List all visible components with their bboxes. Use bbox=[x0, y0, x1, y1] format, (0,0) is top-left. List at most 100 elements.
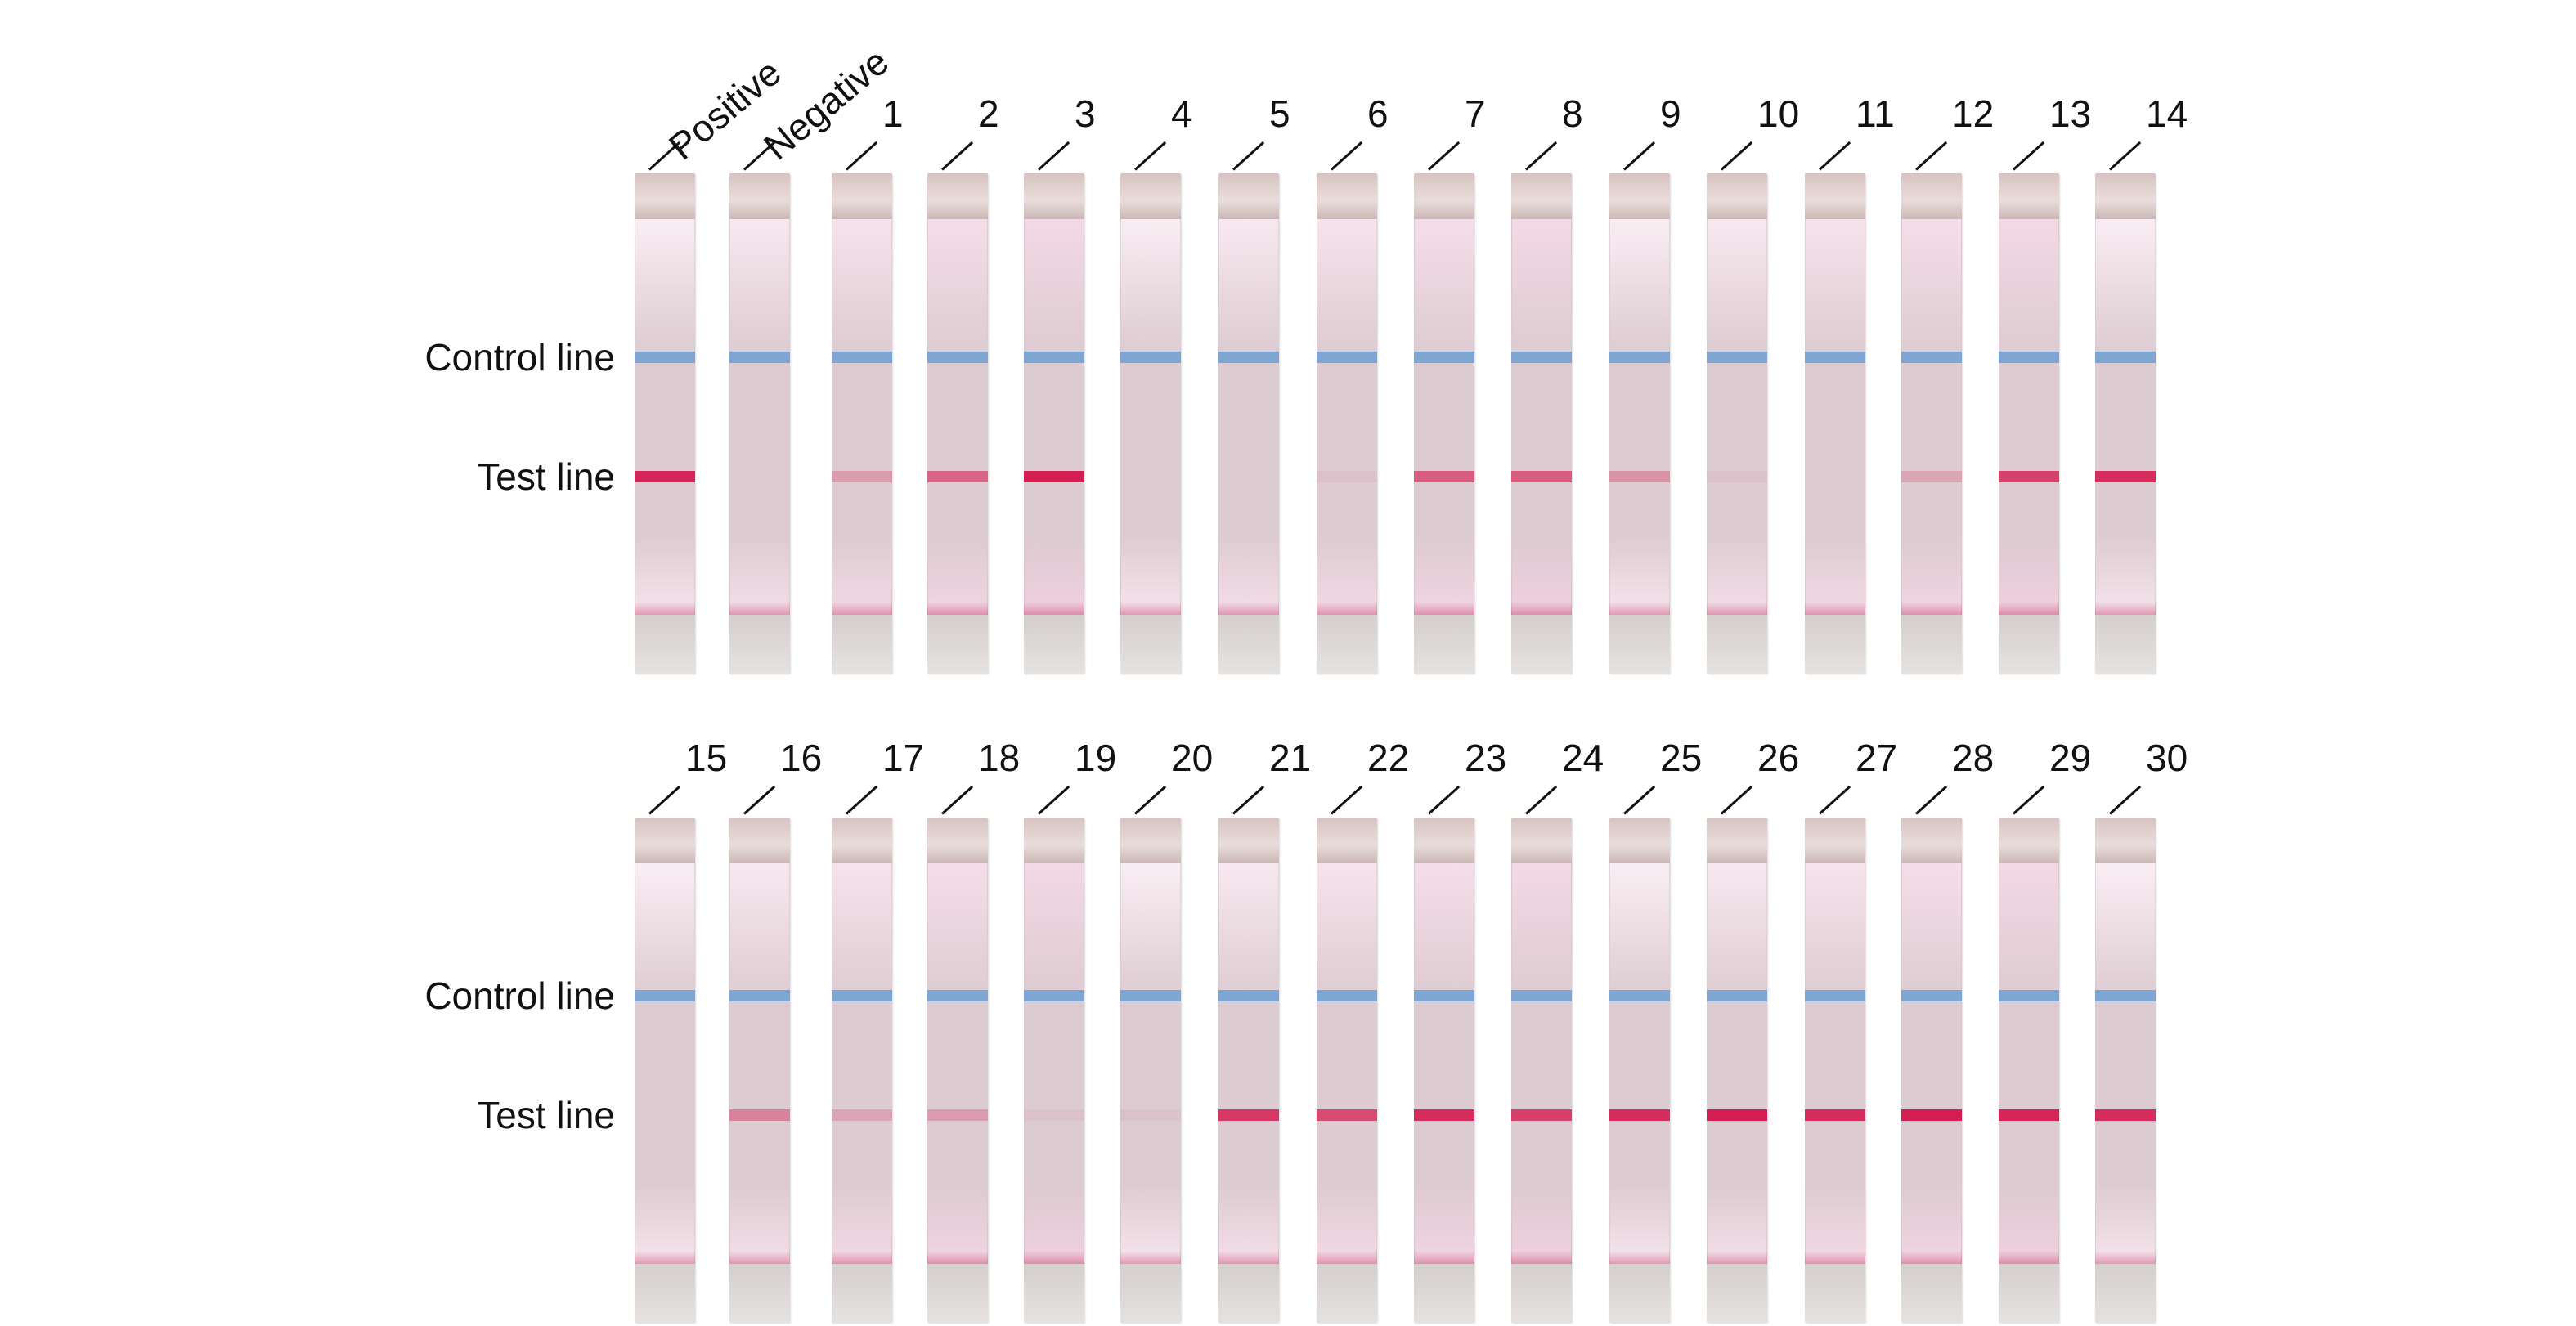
test-band bbox=[1805, 471, 1865, 482]
label-leader-line bbox=[743, 141, 776, 171]
membrane bbox=[1414, 219, 1474, 615]
strip-body bbox=[1999, 173, 2059, 674]
test-band bbox=[1218, 471, 1279, 482]
absorbent-pad bbox=[927, 615, 988, 674]
absorbent-front bbox=[832, 1251, 892, 1264]
control-band bbox=[1901, 352, 1962, 363]
label-leader-line bbox=[2108, 785, 2142, 815]
test-band bbox=[832, 471, 892, 482]
test-line-label: Test line bbox=[477, 1094, 615, 1136]
membrane bbox=[927, 863, 988, 1264]
absorbent-front bbox=[2095, 602, 2156, 615]
control-band bbox=[1218, 990, 1279, 1001]
sample-pad bbox=[2095, 818, 2156, 863]
strip-body bbox=[1511, 818, 1572, 1323]
label-leader-line bbox=[1622, 785, 1656, 815]
label-leader-line bbox=[1330, 785, 1363, 815]
strip-body bbox=[832, 173, 892, 674]
membrane bbox=[1511, 219, 1572, 615]
strip-label: 16 bbox=[780, 737, 823, 779]
absorbent-pad bbox=[1317, 1264, 1377, 1323]
absorbent-front bbox=[1120, 1251, 1181, 1264]
absorbent-pad bbox=[1317, 615, 1377, 674]
control-band bbox=[832, 352, 892, 363]
membrane bbox=[1999, 863, 2059, 1264]
label-leader-line bbox=[1818, 785, 1851, 815]
strip-body bbox=[1609, 173, 1670, 674]
sample-pad bbox=[635, 173, 695, 219]
label-leader-line bbox=[1037, 141, 1070, 171]
absorbent-pad bbox=[729, 615, 790, 674]
strip-label: 5 bbox=[1269, 92, 1290, 135]
absorbent-front bbox=[729, 602, 790, 615]
membrane bbox=[635, 863, 695, 1264]
label-leader-line bbox=[1914, 785, 1948, 815]
absorbent-front bbox=[1218, 1251, 1279, 1264]
strip-body bbox=[1609, 818, 1670, 1323]
test-band bbox=[635, 471, 695, 482]
membrane bbox=[1317, 219, 1377, 615]
strip-label: 12 bbox=[1952, 92, 1995, 135]
label-leader-line bbox=[1330, 141, 1363, 171]
absorbent-front bbox=[1609, 1251, 1670, 1264]
absorbent-front bbox=[1805, 602, 1865, 615]
control-band bbox=[1805, 990, 1865, 1001]
sample-pad bbox=[2095, 173, 2156, 219]
absorbent-front bbox=[729, 1251, 790, 1264]
strip-body bbox=[1414, 818, 1474, 1323]
control-band bbox=[1317, 352, 1377, 363]
control-band bbox=[1511, 990, 1572, 1001]
control-band bbox=[2095, 990, 2156, 1001]
absorbent-front bbox=[1024, 1251, 1084, 1264]
control-band bbox=[635, 352, 695, 363]
control-line-label: Control line bbox=[424, 336, 615, 379]
strip-body bbox=[1317, 818, 1377, 1323]
absorbent-front bbox=[1707, 1251, 1767, 1264]
control-band bbox=[1024, 990, 1084, 1001]
test-band bbox=[1317, 471, 1377, 482]
absorbent-front bbox=[1901, 1251, 1962, 1264]
strip-label: 22 bbox=[1367, 737, 1410, 779]
absorbent-front bbox=[1317, 1251, 1377, 1264]
absorbent-front bbox=[1024, 602, 1084, 615]
sample-pad bbox=[1414, 818, 1474, 863]
test-band bbox=[1901, 1109, 1962, 1121]
strip-label: 15 bbox=[685, 737, 728, 779]
strip-label: 13 bbox=[2049, 92, 2092, 135]
membrane bbox=[1024, 219, 1084, 615]
absorbent-pad bbox=[2095, 615, 2156, 674]
strip-body bbox=[729, 173, 790, 674]
strip-label: 18 bbox=[978, 737, 1021, 779]
absorbent-pad bbox=[1805, 615, 1865, 674]
membrane bbox=[1414, 863, 1474, 1264]
strip-body bbox=[1414, 173, 1474, 674]
strip-body bbox=[1805, 818, 1865, 1323]
strip-label: 3 bbox=[1075, 92, 1096, 135]
strip-body bbox=[2095, 173, 2156, 674]
absorbent-pad bbox=[1901, 1264, 1962, 1323]
label-leader-line bbox=[1720, 785, 1753, 815]
test-band bbox=[1024, 1109, 1084, 1121]
strip-body bbox=[1218, 818, 1279, 1323]
sample-pad bbox=[1511, 173, 1572, 219]
absorbent-front bbox=[1218, 602, 1279, 615]
strip-label: Negative bbox=[755, 39, 897, 168]
strip-body bbox=[1120, 173, 1181, 674]
absorbent-pad bbox=[635, 615, 695, 674]
test-band bbox=[927, 471, 988, 482]
sample-pad bbox=[729, 818, 790, 863]
strip-body bbox=[1218, 173, 1279, 674]
absorbent-front bbox=[635, 602, 695, 615]
strip-label: 20 bbox=[1171, 737, 1214, 779]
control-band bbox=[729, 990, 790, 1001]
membrane bbox=[1707, 219, 1767, 615]
absorbent-pad bbox=[1218, 1264, 1279, 1323]
test-band bbox=[1511, 471, 1572, 482]
label-leader-line bbox=[1427, 141, 1461, 171]
absorbent-front bbox=[1511, 602, 1572, 615]
strip-label: 14 bbox=[2146, 92, 2188, 135]
strip-body bbox=[635, 173, 695, 674]
absorbent-front bbox=[1901, 602, 1962, 615]
test-band bbox=[1511, 1109, 1572, 1121]
control-band bbox=[1414, 352, 1474, 363]
